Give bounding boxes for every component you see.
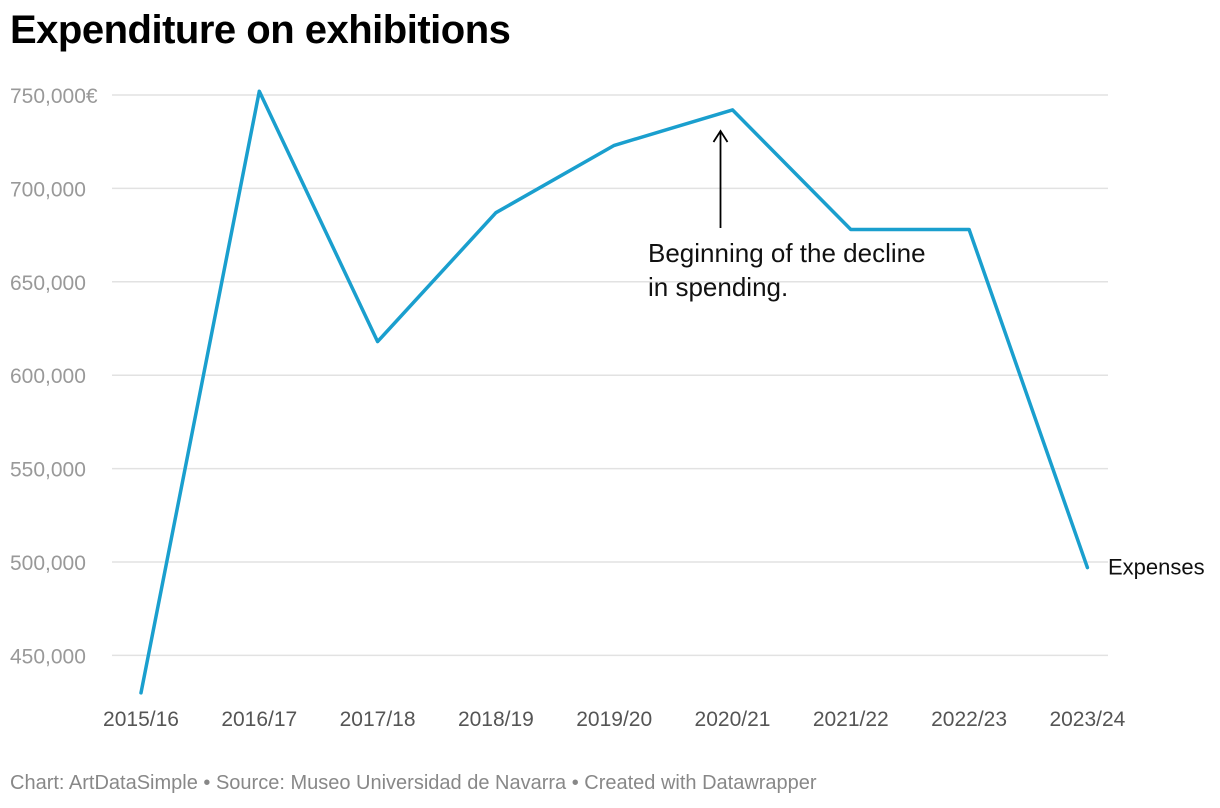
data-point <box>494 211 498 215</box>
data-point <box>849 227 853 231</box>
y-tick-label: 700,000 <box>10 178 86 201</box>
y-tick-label: 550,000 <box>10 459 86 482</box>
x-tick-label: 2020/21 <box>695 708 771 731</box>
x-tick-label: 2023/24 <box>1049 708 1125 731</box>
data-point <box>731 108 734 112</box>
data-point <box>967 227 971 231</box>
chart-title: Expenditure on exhibitions <box>10 8 511 52</box>
series-line-expenses <box>139 89 1090 695</box>
line-chart: 450,000 500,000 550,000 600,000 650,000 700,0… <box>10 85 1205 731</box>
x-axis-ticks: 2015/16 2016/17 2017/18 2018/19 2019/20 2020/… <box>103 708 1126 731</box>
y-axis-ticks: 450,000 500,000 550,000 600,000 650,000 700,0… <box>10 85 98 668</box>
annotation-text: in spending. <box>648 272 788 302</box>
data-point <box>257 89 261 93</box>
annotation-text: Beginning of the decline <box>648 238 926 268</box>
data-point <box>376 340 380 344</box>
data-point <box>1085 566 1089 570</box>
x-tick-label: 2019/20 <box>576 708 652 731</box>
x-tick-label: 2017/18 <box>340 708 416 731</box>
y-tick-label: 750,000€ <box>10 85 98 108</box>
x-tick-label: 2022/23 <box>931 708 1007 731</box>
y-tick-label: 450,000 <box>10 645 86 668</box>
series-label: Expenses <box>1108 555 1205 580</box>
gridlines <box>112 94 1108 657</box>
data-point <box>612 143 616 147</box>
x-tick-label: 2015/16 <box>103 708 179 731</box>
y-tick-label: 650,000 <box>10 272 86 295</box>
series-layer: Expenses <box>139 89 1205 695</box>
y-tick-label: 500,000 <box>10 552 86 575</box>
x-tick-label: 2021/22 <box>813 708 889 731</box>
y-tick-label: 600,000 <box>10 365 86 388</box>
x-tick-label: 2016/17 <box>221 708 297 731</box>
chart-footer: Chart: ArtDataSimple • Source: Museo Uni… <box>10 772 817 794</box>
data-point <box>139 691 143 695</box>
x-tick-label: 2018/19 <box>458 708 534 731</box>
annotation-arrowhead <box>712 129 729 143</box>
annotation: Beginning of the decline in spending. <box>648 129 926 302</box>
